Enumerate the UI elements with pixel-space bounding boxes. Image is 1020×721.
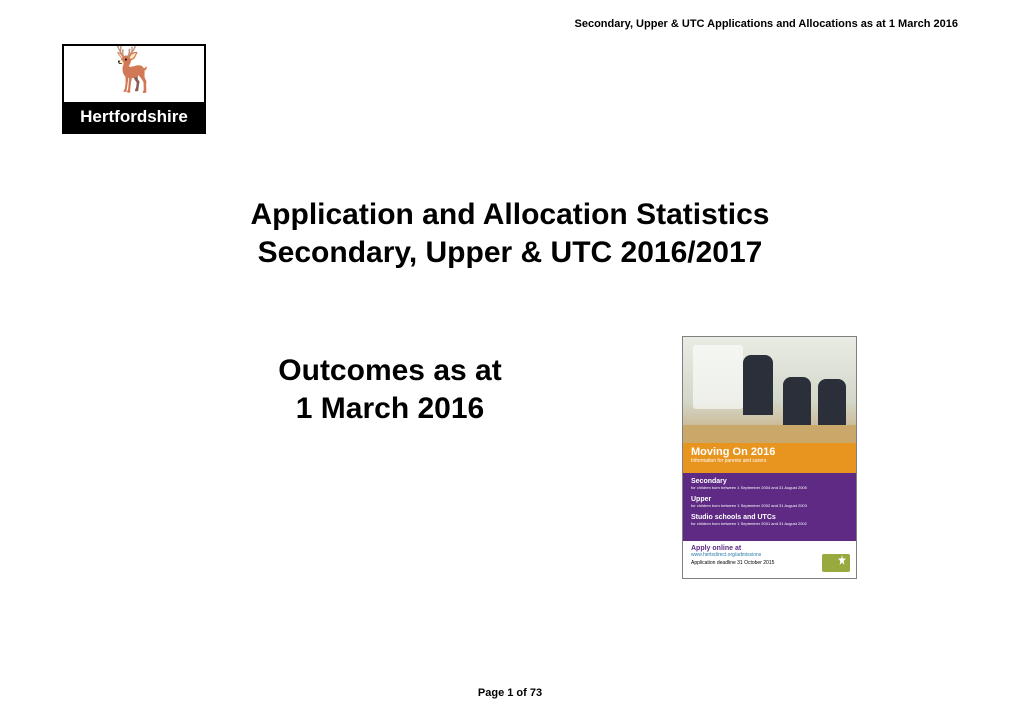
photo-desk [683,425,856,443]
brochure-photo [683,337,856,443]
subtitle-line-2: 1 March 2016 [120,390,660,428]
main-title: Application and Allocation Statistics Se… [0,196,1020,272]
page-footer: Page 1 of 73 [0,687,1020,699]
photo-window [693,345,743,409]
outcomes-subtitle: Outcomes as at 1 March 2016 [120,352,660,428]
photo-student [783,377,811,427]
brochure-section: Upper for children born between 1 Septem… [691,496,848,508]
brochure-white-band: Apply online at www.hertsdirect.org/admi… [683,541,856,578]
brochure-purple-band: Secondary for children born between 1 Se… [683,473,856,543]
subtitle-line-1: Outcomes as at [120,352,660,390]
brochure-apply-label: Apply online at [691,545,848,552]
title-line-1: Application and Allocation Statistics [0,196,1020,234]
brochure-section-detail: for children born between 1 September 20… [691,503,848,508]
brochure-title: Moving On 2016 [691,446,775,458]
brochure-section-detail: for children born between 1 September 20… [691,485,848,490]
brochure-orange-band: Moving On 2016 Information for parents a… [683,443,856,473]
title-line-2: Secondary, Upper & UTC 2016/2017 [0,234,1020,272]
photo-student [743,355,773,415]
brochure-cover: Moving On 2016 Information for parents a… [682,336,857,579]
logo-label: Hertfordshire [64,102,204,132]
brochure-section-detail: for children born between 1 September 20… [691,521,848,526]
brochure-mini-logo-icon [822,554,850,572]
deer-icon: 🦌 [64,48,204,92]
brochure-section-heading: Studio schools and UTCs [691,514,776,521]
photo-student [818,379,846,429]
brochure-section-heading: Upper [691,496,711,503]
brochure-section: Secondary for children born between 1 Se… [691,478,848,490]
header-running-title: Secondary, Upper & UTC Applications and … [575,18,958,30]
brochure-section: Studio schools and UTCs for children bor… [691,514,848,526]
brochure-subtitle: Information for parents and carers [691,458,848,464]
brochure-section-heading: Secondary [691,478,727,485]
hertfordshire-logo: 🦌 Hertfordshire [62,44,206,134]
